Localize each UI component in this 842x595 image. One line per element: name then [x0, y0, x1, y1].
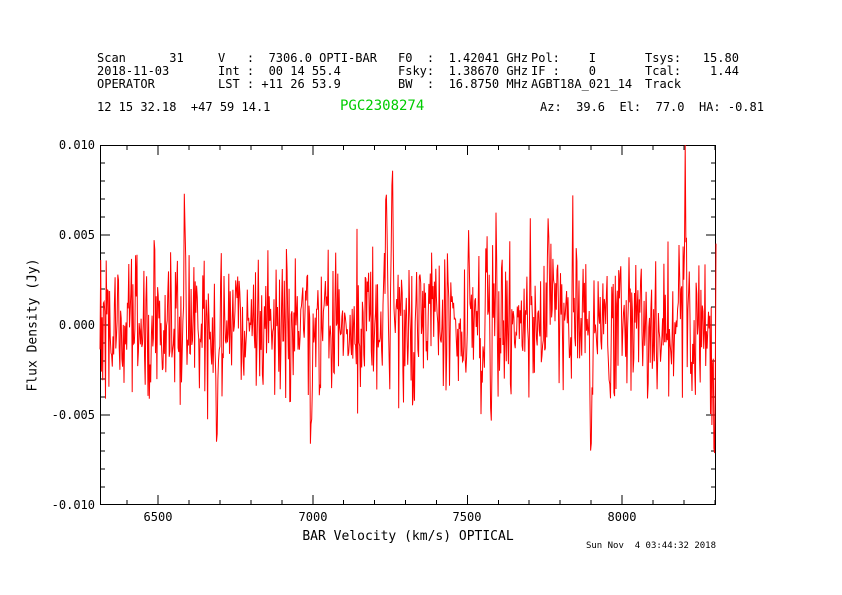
- int-time-field: Int : 00 14 55.4: [218, 64, 341, 78]
- bw-field: BW : 16.8750 MHz: [398, 77, 529, 91]
- telescope-position: Az: 39.6 El: 77.0 HA: -0.81: [540, 100, 764, 114]
- pol-field: Pol: I: [531, 51, 597, 65]
- y-tick-label: 0.010: [58, 138, 95, 152]
- y-tick-label: -0.005: [51, 408, 95, 422]
- procedure-field: Track: [645, 77, 682, 91]
- tcal-field: Tcal: 1.44: [645, 64, 739, 78]
- source-coordinates: 12 15 32.18 +47 59 14.1: [97, 100, 271, 114]
- x-axis-title: BAR Velocity (km/s) OPTICAL: [302, 529, 514, 544]
- x-tick-label: 7500: [452, 510, 482, 524]
- velocity-field: V : 7306.0 OPTI-BAR: [218, 51, 377, 65]
- lst-field: LST : +11 26 53.9: [218, 77, 341, 91]
- x-tick-label: 7000: [298, 510, 328, 524]
- project-field: AGBT18A_021_14: [531, 77, 633, 91]
- y-tick-label: 0.000: [58, 318, 95, 332]
- f0-field: F0 : 1.42041 GHz: [398, 51, 529, 65]
- spectrum-svg: [99, 144, 717, 505]
- spectrum-plot: [99, 144, 717, 505]
- if-field: IF : 0: [531, 64, 597, 78]
- tsys-field: Tsys: 15.80: [645, 51, 739, 65]
- fsky-field: Fsky: 1.38670 GHz: [398, 64, 529, 78]
- plot-timestamp: Sun Nov 4 03:44:32 2018: [585, 541, 716, 551]
- x-tick-label: 8000: [607, 510, 637, 524]
- source-name: PGC2308274: [340, 98, 425, 114]
- scan-field: Scan 31: [97, 51, 184, 65]
- x-tick-label: 6500: [143, 510, 173, 524]
- operator-field: OPERATOR: [97, 77, 155, 91]
- date-field: 2018-11-03: [97, 64, 170, 78]
- y-tick-label: 0.005: [58, 228, 95, 242]
- y-tick-label: -0.010: [51, 498, 95, 512]
